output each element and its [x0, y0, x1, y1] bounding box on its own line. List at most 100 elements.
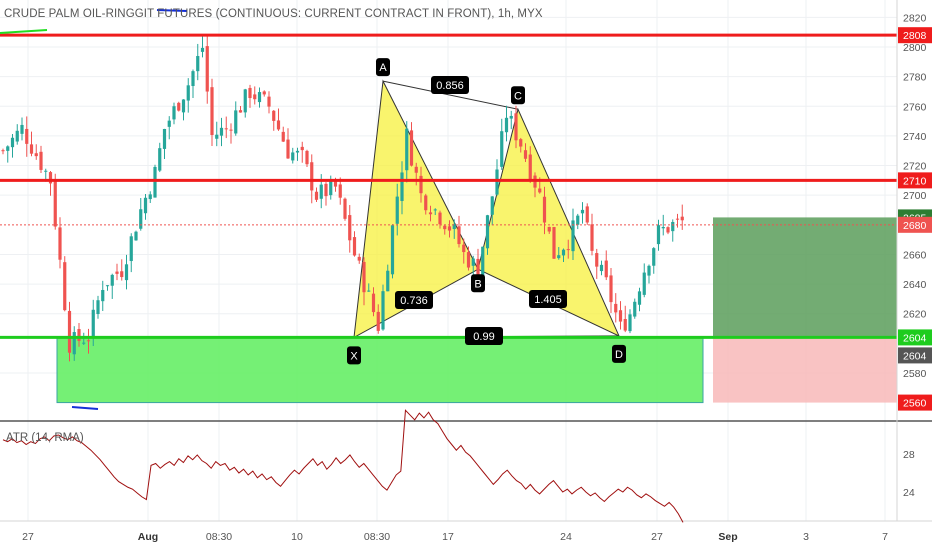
candle-body [405, 128, 409, 171]
candle-body [291, 152, 295, 161]
candle-body [96, 300, 100, 315]
ac-line [382, 80, 519, 110]
candle-body [257, 92, 262, 103]
candle-body [609, 275, 613, 303]
atr-indicator-label: ATR (14, RMA) [6, 432, 84, 444]
candle-body [58, 227, 62, 260]
blue-mark-line [156, 9, 188, 12]
candle-body [386, 270, 390, 292]
candle-body [485, 215, 490, 249]
candle-body [295, 150, 300, 153]
candle-body [219, 127, 224, 136]
candle-body [357, 256, 361, 261]
candle-body [580, 209, 585, 214]
candle-body [623, 319, 627, 331]
candle-body [248, 87, 252, 99]
pattern-point-label: C [514, 90, 522, 102]
candle-body [443, 225, 447, 230]
candle-body [590, 224, 594, 251]
price-tick-label: 2580 [903, 368, 927, 380]
candle-body [25, 128, 29, 144]
candle-body [115, 271, 119, 274]
candle-body [148, 194, 152, 200]
candle-body [509, 115, 513, 119]
candle-body [476, 258, 480, 278]
candle-body [500, 131, 504, 167]
candle-body [272, 110, 276, 121]
atr-tick-label: 28 [903, 449, 915, 461]
time-tick-label: 08:30 [364, 531, 390, 543]
price-tick-label: 2640 [903, 279, 927, 291]
candle-body [542, 196, 547, 223]
price-axis-badge-label: 2680 [903, 220, 927, 232]
candle-body [34, 153, 38, 157]
candle-body [371, 293, 376, 313]
candle-body [428, 212, 433, 215]
candle-body [614, 303, 618, 313]
candle-body [139, 209, 143, 229]
ratio-badge [465, 327, 503, 345]
demand-zone [56, 336, 704, 404]
candle-body [490, 196, 494, 215]
ratio-badge [395, 291, 433, 309]
candle-body [134, 231, 138, 241]
candle-body [675, 218, 680, 220]
candle-body [466, 252, 471, 268]
price-axis-badge [898, 216, 932, 233]
candle-body [395, 196, 399, 224]
ratio-label: 0.856 [436, 80, 464, 92]
candle-body [381, 291, 385, 330]
candle-body [585, 206, 589, 223]
candle-body [262, 91, 266, 95]
candle-body [77, 329, 81, 341]
candle-body [324, 183, 328, 197]
atr-tick-label: 24 [903, 487, 915, 499]
price-tick-label: 2800 [903, 42, 927, 54]
candle-body [671, 221, 675, 232]
candle-body [153, 166, 157, 198]
time-tick-label: 27 [651, 531, 663, 543]
candle-body [329, 180, 333, 196]
candle-body [72, 332, 76, 355]
candle-body [561, 249, 566, 256]
candle-body [6, 146, 10, 151]
candle-body [181, 99, 186, 113]
candle-body [462, 244, 466, 253]
candle-body [196, 56, 200, 72]
candle-body [348, 215, 352, 241]
time-tick-label: 10 [291, 531, 303, 543]
candle-body [10, 137, 15, 148]
pattern-point-c-marker [511, 86, 525, 105]
pattern-point-a-marker [376, 58, 390, 77]
candle-body [633, 301, 637, 317]
candle-body [481, 246, 485, 280]
candle-body [253, 94, 257, 100]
price-axis-badge-label: 2710 [903, 175, 927, 187]
candle-body [618, 310, 623, 322]
pattern-point-label: X [350, 350, 358, 362]
pattern-point-label: D [615, 349, 623, 361]
candle-body [124, 264, 129, 281]
candle-body [210, 87, 214, 135]
candle-body [528, 154, 532, 180]
pattern-point-x-marker [347, 346, 361, 365]
candle-body [129, 236, 133, 262]
time-tick-label: 7 [882, 531, 888, 543]
candle-body [637, 291, 642, 305]
candle-body [53, 180, 57, 227]
candle-body [205, 46, 209, 92]
candle-body [158, 148, 162, 171]
candle-body [433, 209, 437, 211]
candle-body [91, 309, 95, 338]
candle-body [86, 340, 91, 342]
candle-body [604, 260, 608, 278]
candle-body [390, 225, 395, 275]
candle-body [376, 311, 380, 331]
time-tick-label: 08:30 [206, 531, 232, 543]
price-tick-label: 2780 [903, 72, 927, 84]
candle-body [419, 175, 423, 194]
candle-body [162, 128, 167, 149]
candle-body [523, 150, 528, 159]
pattern-point-b-marker [471, 274, 485, 293]
